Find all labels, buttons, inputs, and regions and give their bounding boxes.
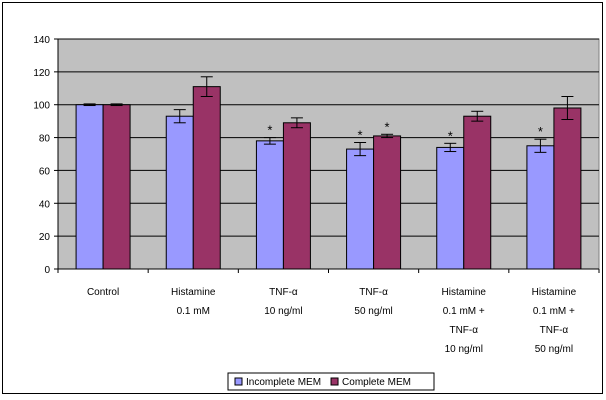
y-tick-label: 100 (33, 101, 50, 112)
x-tick-label: Histamine (442, 287, 487, 298)
bar (526, 145, 555, 270)
axes: 0 20 40 60 80 100 120 140 (33, 35, 600, 276)
y-tick-label: 80 (39, 134, 51, 145)
x-tick-label: Histamine (532, 287, 577, 298)
bar (463, 115, 492, 270)
significance-marker: * (538, 124, 543, 139)
chart-container: 0 20 40 60 80 100 120 140 * * * * * Control Histamin… (2, 2, 603, 394)
y-tick-label: 60 (39, 166, 51, 177)
x-tick-label: 0.1 mM + (533, 306, 575, 317)
bar (553, 107, 582, 270)
significance-marker: * (358, 128, 363, 143)
legend-swatch (330, 377, 339, 386)
bar (255, 140, 284, 270)
legend: Incomplete MEM Complete MEM (227, 372, 435, 391)
x-tick-label: TNF-α (359, 287, 388, 298)
significance-marker: * (267, 123, 272, 138)
bar-chart: 0 20 40 60 80 100 120 140 * * * * * Control Histamin… (33, 35, 600, 391)
x-tick-label: 0.1 mM + (443, 306, 485, 317)
y-tick-label: 140 (33, 35, 50, 46)
bar (373, 135, 402, 270)
bar (102, 104, 131, 270)
bar (75, 104, 104, 270)
legend-label: Complete MEM (342, 377, 411, 388)
x-tick-label: Histamine (171, 287, 216, 298)
x-tick-label: 50 ng/ml (354, 306, 392, 317)
x-tick-label: Control (87, 287, 119, 298)
x-tick-label: 10 ng/ml (264, 306, 302, 317)
bar (165, 115, 194, 270)
bar (346, 148, 375, 270)
y-tick-label: 40 (39, 199, 51, 210)
x-tick-label: TNF-α (269, 287, 298, 298)
bar (282, 122, 311, 270)
x-tick-label: TNF-α (540, 325, 569, 336)
bars: * * * * * (75, 76, 582, 270)
y-tick-label: 120 (33, 68, 50, 79)
legend-swatch (234, 377, 243, 386)
category-labels: Control Histamine 0.1 mM TNF-α 10 ng/ml TNF-α… (87, 287, 577, 355)
bar (192, 86, 221, 270)
plot-background (57, 38, 600, 270)
plot-area (57, 38, 600, 270)
legend-label: Incomplete MEM (246, 377, 321, 388)
x-tick-label: 50 ng/ml (535, 344, 573, 355)
significance-marker: * (448, 128, 453, 143)
bar (436, 146, 465, 270)
significance-marker: * (385, 119, 390, 134)
x-tick-label: 0.1 mM (177, 306, 210, 317)
x-tick-label: TNF-α (449, 325, 478, 336)
y-tick-label: 0 (44, 265, 50, 276)
x-tick-label: 10 ng/ml (445, 344, 483, 355)
y-tick-label: 20 (39, 232, 51, 243)
